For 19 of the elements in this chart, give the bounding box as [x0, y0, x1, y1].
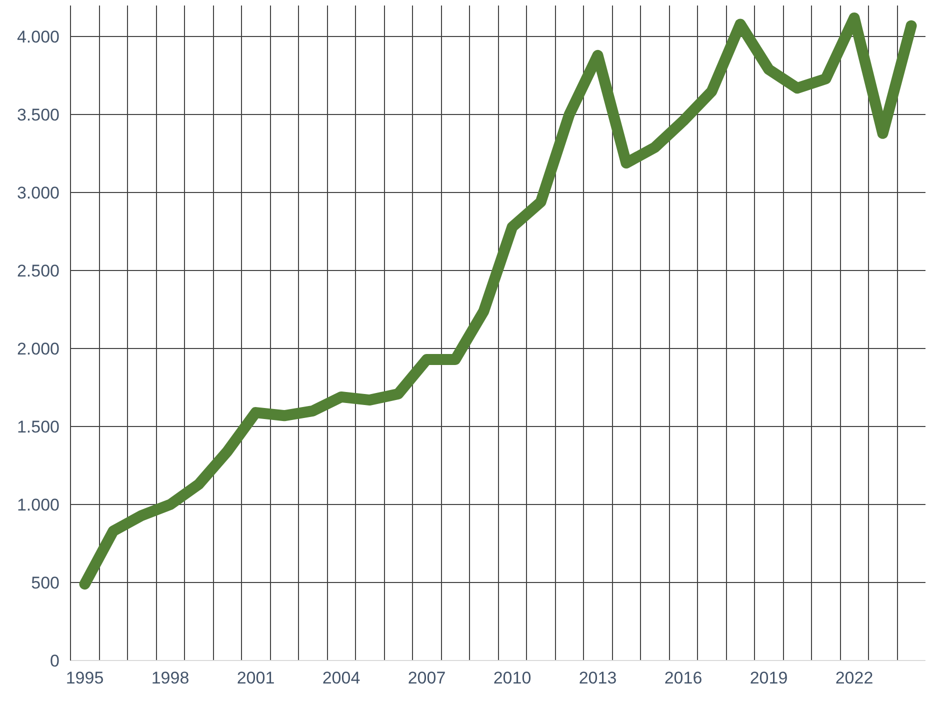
x-tick-label: 2013: [578, 668, 617, 688]
x-tick-label: 1995: [66, 668, 104, 688]
x-tick-label: 2004: [322, 668, 360, 688]
x-tick-label: 1998: [151, 668, 190, 688]
x-tick-label: 2007: [408, 668, 446, 688]
y-tick-label: 3.000: [16, 184, 60, 203]
y-tick-label: 500: [31, 574, 60, 593]
x-tick-label: 2022: [835, 668, 874, 688]
y-tick-label: 3.500: [16, 106, 60, 125]
y-tick-label: 0: [50, 652, 60, 670]
x-tick-label: 2010: [493, 668, 532, 688]
x-tick-label: 2019: [750, 668, 788, 688]
y-tick-label: 4.000: [16, 28, 60, 47]
x-tick-label: 2016: [664, 668, 702, 688]
x-tick-label: 2001: [236, 668, 275, 688]
y-tick-label: 2.000: [16, 340, 60, 359]
y-tick-label: 1.000: [16, 496, 60, 515]
y-tick-label: 1.500: [16, 418, 60, 437]
y-tick-label: 2.500: [16, 262, 60, 281]
